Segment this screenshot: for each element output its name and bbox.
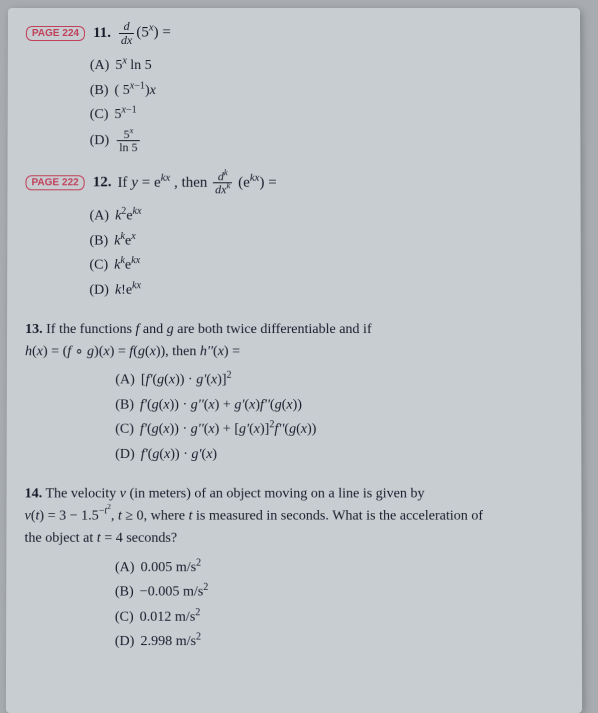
- choice-text: 5x ln 5: [115, 58, 151, 73]
- choice-text: 5xln 5: [115, 133, 141, 148]
- choice-label: (D): [115, 634, 135, 649]
- choice-text: f'(g(x)) · g''(x) + g'(x)f''(g(x)): [140, 397, 302, 412]
- choice-label: (A): [115, 560, 135, 575]
- choice-row: (B) −0.005 m/s2: [115, 580, 564, 605]
- q11-header: PAGE 224 11. ddx(5x) =: [26, 20, 562, 46]
- choice-label: (D): [89, 282, 109, 297]
- choice-text: 0.012 m/s2: [140, 609, 201, 624]
- choice-row: (D) f'(g(x)) · g'(x): [115, 443, 563, 468]
- choice-text: f'(g(x)) · g''(x) + [g'(x)]2f''(g(x)): [140, 422, 316, 437]
- choice-text: 2.998 m/s2: [140, 634, 201, 649]
- choice-row: (D) 2.998 m/s2: [115, 630, 564, 655]
- choice-text: kkekx: [114, 258, 140, 273]
- choice-label: (C): [89, 258, 108, 273]
- q12-choices: (A) k2ekx (B) kkex (C) kkekx (D) k!ekx: [89, 204, 562, 302]
- choice-row: (A) 0.005 m/s2: [115, 556, 564, 581]
- q11-number: 11.: [93, 25, 111, 42]
- choice-label: (A): [90, 58, 109, 73]
- choice-text: kkex: [114, 233, 135, 248]
- choice-label: (B): [90, 83, 109, 98]
- choice-row: (D) k!ekx: [89, 278, 562, 303]
- choice-text: 0.005 m/s2: [141, 560, 202, 575]
- q14-line2: v(t) = 3 − 1.5−t2, t ≥ 0, where t is mea…: [25, 509, 483, 524]
- q13-line1: If the functions f and g are both twice …: [46, 322, 371, 337]
- choice-text: f'(g(x)) · g'(x): [141, 447, 217, 462]
- choice-label: (C): [90, 107, 109, 122]
- choice-row: (A) [f'(g(x)) · g'(x)]2: [115, 369, 563, 394]
- choice-label: (C): [115, 609, 134, 624]
- q14-line3: the object at t = 4 seconds?: [24, 531, 177, 546]
- q14-line1: The velocity v (in meters) of an object …: [45, 487, 424, 502]
- choice-text: −0.005 m/s2: [140, 584, 209, 599]
- choice-label: (B): [89, 233, 108, 248]
- choice-row: (A) 5x ln 5: [90, 54, 562, 79]
- choice-row: (A) k2ekx: [90, 204, 563, 229]
- choice-row: (B) kkex: [89, 229, 562, 254]
- choice-label: (D): [115, 447, 135, 462]
- q11-stem: ddx(5x) =: [117, 20, 171, 46]
- q14-block: 14. The velocity v (in meters) of an obj…: [24, 484, 563, 550]
- q13-choices: (A) [f'(g(x)) · g'(x)]2 (B) f'(g(x)) · g''(…: [115, 369, 563, 468]
- choice-text: k!ekx: [115, 282, 141, 297]
- q12-number: 12.: [93, 175, 112, 192]
- choice-label: (B): [115, 584, 134, 599]
- choice-row: (C) kkekx: [89, 254, 562, 279]
- choice-label: (B): [115, 397, 134, 412]
- q14-number: 14.: [25, 487, 43, 502]
- choice-text: [f'(g(x)) · g'(x)]2: [141, 373, 232, 388]
- q13-line2: h(x) = (f ∘ g)(x) = f(g(x)), then h''(x)…: [25, 344, 240, 359]
- q12-header: PAGE 222 12. If y = ekx , then dkdxk (ek…: [25, 170, 562, 196]
- choice-row: (C) f'(g(x)) · g''(x) + [g'(x)]2f''(g(x)): [115, 418, 563, 443]
- choice-label: (A): [90, 208, 110, 223]
- q13-block: 13. If the functions f and g are both tw…: [25, 319, 563, 363]
- q12-stem: If y = ekx , then dkdxk (ekx) =: [117, 170, 276, 196]
- worksheet-page: PAGE 224 11. ddx(5x) = (A) 5x ln 5 (B) ( 5x…: [6, 8, 582, 713]
- choice-text: ( 5x−1)x: [115, 83, 156, 98]
- choice-text: k2ekx: [115, 208, 142, 223]
- choice-label: (D): [90, 133, 109, 148]
- q14-choices: (A) 0.005 m/s2 (B) −0.005 m/s2 (C) 0.012 m/s2…: [115, 556, 564, 655]
- choice-row: (D) 5xln 5: [90, 128, 563, 154]
- choice-row: (C) 0.012 m/s2: [115, 605, 564, 630]
- page-badge-224: PAGE 224: [26, 26, 85, 41]
- page-badge-222: PAGE 222: [25, 176, 84, 191]
- choice-label: (A): [115, 373, 135, 388]
- q11-choices: (A) 5x ln 5 (B) ( 5x−1)x (C) 5x−1 (D) 5xln 5: [90, 54, 563, 154]
- choice-row: (B) f'(g(x)) · g''(x) + g'(x)f''(g(x)): [115, 393, 563, 418]
- choice-text: 5x−1: [114, 107, 136, 122]
- choice-label: (C): [115, 422, 134, 437]
- q13-number: 13.: [25, 322, 43, 337]
- choice-row: (C) 5x−1: [90, 103, 563, 128]
- choice-row: (B) ( 5x−1)x: [90, 79, 562, 104]
